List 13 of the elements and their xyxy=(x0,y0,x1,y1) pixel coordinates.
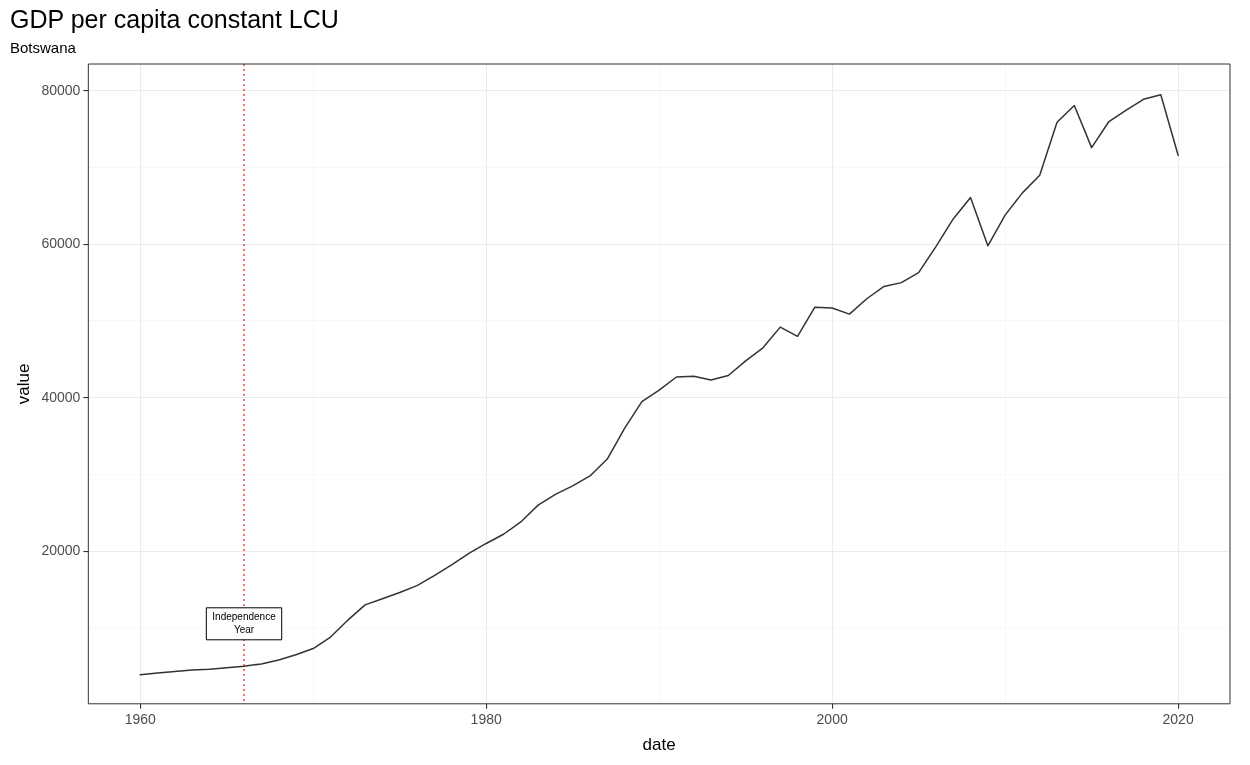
x-axis-title: date xyxy=(642,735,676,755)
x-tick-label: 1960 xyxy=(124,711,157,728)
y-tick-label: 60000 xyxy=(41,235,81,252)
y-axis-title: value xyxy=(13,363,33,405)
chart-subtitle: Botswana xyxy=(10,39,77,57)
x-tick-label: 2000 xyxy=(816,711,848,728)
y-tick-label: 40000 xyxy=(41,388,81,405)
chart-title: GDP per capita constant LCU xyxy=(10,4,339,33)
x-tick-label: 1980 xyxy=(470,711,502,728)
x-tick-label: 2020 xyxy=(1162,711,1194,728)
y-tick-label: 80000 xyxy=(41,81,81,98)
y-tick-label: 20000 xyxy=(41,542,81,558)
ref-line-label: Independence Year xyxy=(212,611,277,636)
